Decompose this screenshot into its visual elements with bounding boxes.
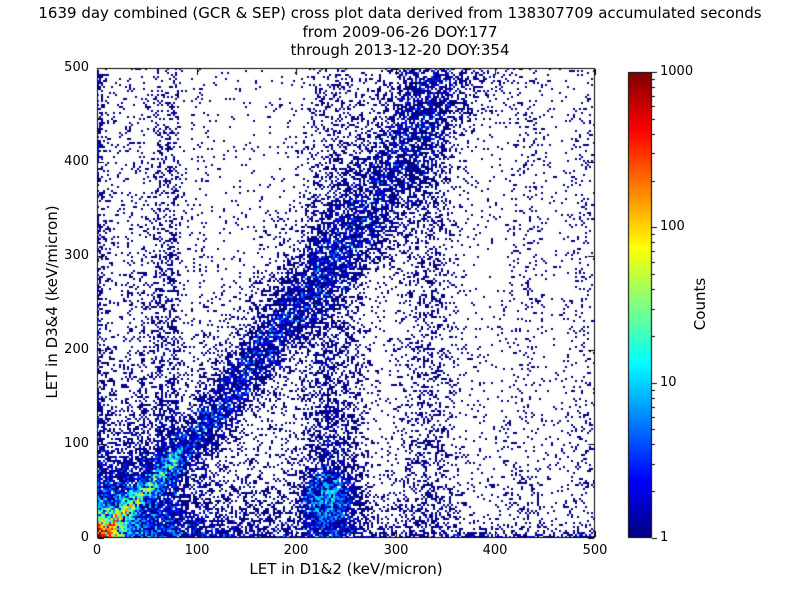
colorbar-tick-label: 1000	[660, 64, 694, 79]
colorbar-tick-label: 10	[660, 375, 677, 390]
x-tick-label: 0	[92, 543, 102, 558]
plot-title-line-1: 1639 day combined (GCR & SEP) cross plot…	[38, 4, 762, 22]
y-tick-label: 100	[64, 436, 89, 451]
y-tick-label: 300	[64, 248, 89, 263]
x-tick-label: 500	[582, 543, 608, 558]
plot-title-line-2: from 2009-06-26 DOY:177	[302, 23, 498, 41]
y-tick-label: 500	[64, 60, 89, 75]
plot-title-line-3: through 2013-12-20 DOY:354	[290, 41, 510, 59]
x-tick-label: 100	[184, 543, 210, 558]
y-tick-label: 400	[64, 154, 89, 169]
x-tick-label: 300	[383, 543, 409, 558]
colorbar-tick-label: 1	[660, 530, 669, 545]
x-tick-label: 200	[283, 543, 309, 558]
y-tick-label: 200	[64, 342, 89, 357]
x-axis-label: LET in D1&2 (keV/micron)	[249, 560, 443, 578]
colorbar-tick-label: 100	[660, 219, 685, 234]
y-tick-label: 0	[80, 530, 89, 545]
x-tick-label: 400	[482, 543, 508, 558]
y-axis-label: LET in D3&4 (keV/micron)	[43, 205, 61, 399]
